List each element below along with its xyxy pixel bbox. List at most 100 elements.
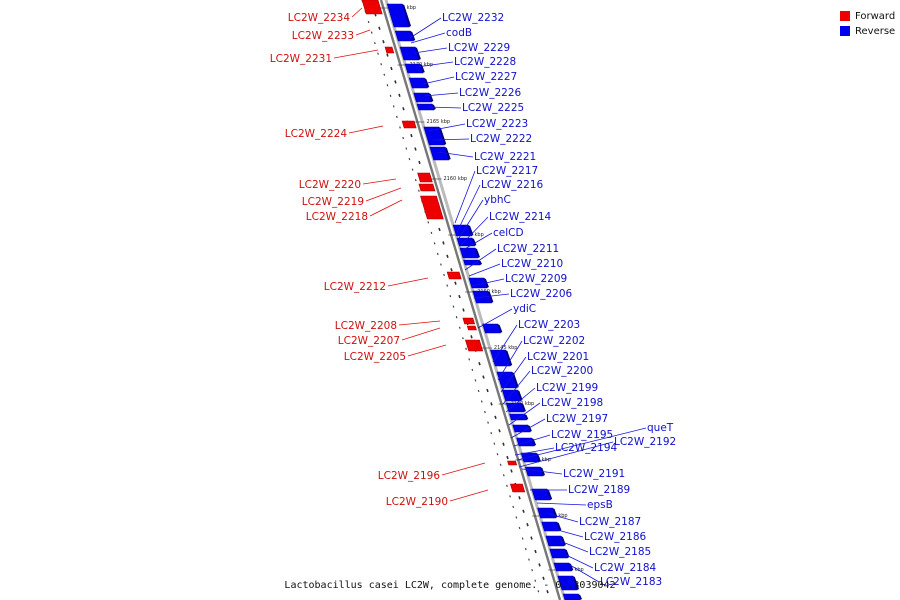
forward-label-leader	[441, 462, 486, 476]
reverse-label-leader	[456, 184, 481, 233]
forward-gene-block	[384, 46, 395, 54]
reverse-label-leader	[473, 293, 510, 299]
reverse-gene-label: LC2W_2223	[466, 118, 528, 130]
reverse-label-leader	[460, 216, 489, 246]
reverse-gene-label: LC2W_2216	[481, 179, 544, 191]
reverse-gene-label: LC2W_2189	[568, 484, 630, 496]
reverse-gene-block	[459, 247, 479, 259]
reverse-label-leader	[427, 123, 466, 132]
reverse-gene-block	[562, 593, 581, 600]
reverse-gene-label: LC2W_2221	[474, 151, 536, 163]
backbone-line	[379, 0, 562, 600]
reverse-gene-label: LC2W_2214	[489, 211, 552, 223]
reverse-gene-side	[578, 594, 582, 600]
reverse-gene-label: LC2W_2197	[546, 413, 608, 425]
reverse-gene-side	[505, 350, 513, 366]
reverse-gene-label: LC2W_2184	[594, 562, 657, 574]
forward-label-leader	[351, 7, 363, 18]
reverse-gene-label: LC2W_2200	[531, 365, 593, 377]
tick-label: 2145 kbp	[494, 345, 518, 351]
legend: Forward Reverse	[840, 11, 895, 37]
reverse-label-leader	[553, 528, 584, 538]
reverse-gene-side	[511, 372, 519, 388]
forward-label-leader	[449, 489, 489, 502]
forward-label-leader	[333, 49, 379, 59]
reverse-label-leader	[437, 151, 474, 158]
forward-gene-block	[507, 460, 518, 466]
forward-gene-block	[418, 183, 436, 192]
forward-gene-block	[462, 317, 476, 325]
reverse-label-leader	[500, 356, 527, 393]
reverse-label-leader	[536, 502, 587, 506]
reverse-gene-side	[521, 403, 526, 412]
reverse-label-leader	[464, 248, 497, 271]
genome-caption: Lactobacillus casei LC2W, complete genom…	[284, 580, 615, 591]
forward-gene-label: LC2W_2196	[378, 470, 441, 482]
reverse-gene-label: celCD	[493, 227, 524, 239]
reverse-gene-label: ybhC	[484, 194, 511, 206]
reverse-label-leader	[471, 278, 505, 287]
reverse-gene-side	[556, 522, 562, 531]
reverse-gene-block	[404, 63, 424, 74]
reverse-gene-label: LC2W_2225	[462, 102, 524, 114]
reverse-gene-label: LC2W_2222	[470, 133, 532, 145]
reverse-gene-block	[394, 30, 414, 42]
reverse-gene-side	[472, 238, 477, 246]
reverse-label-leader	[477, 308, 513, 329]
reverse-gene-side	[478, 260, 483, 265]
reverse-label-leader	[413, 47, 448, 54]
reverse-gene-label: queT	[647, 422, 674, 434]
reverse-gene-block	[520, 452, 540, 463]
forward-gene-label: LC2W_2231	[270, 53, 332, 65]
reverse-gene-label: LC2W_2183	[600, 576, 662, 588]
reverse-gene-label: LC2W_2217	[476, 165, 538, 177]
reverse-gene-side	[524, 414, 529, 420]
reverse-label-leader	[513, 434, 551, 447]
forward-label-leader	[355, 29, 371, 36]
reverse-label-leader	[423, 92, 459, 97]
gene-layer	[361, 0, 582, 600]
reverse-gene-side	[572, 576, 580, 590]
reverse-gene-label: LC2W_2209	[505, 273, 567, 285]
reverse-label-leader	[516, 427, 647, 461]
reverse-gene-block	[413, 92, 432, 103]
reverse-label-leader	[454, 170, 476, 224]
reverse-label-leader	[409, 17, 442, 39]
forward-gene-label: LC2W_2219	[302, 196, 364, 208]
forward-gene-label: LC2W_2205	[344, 351, 406, 363]
forward-gene-label: LC2W_2218	[306, 211, 368, 223]
forward-gene-label: LC2W_2207	[338, 335, 400, 347]
reverse-label-leader	[458, 199, 484, 239]
reverse-label-leader	[514, 447, 555, 456]
reverse-gene-label: LC2W_2206	[510, 288, 573, 300]
forward-gene-label: LC2W_2212	[324, 281, 386, 293]
reverse-gene-block	[545, 535, 565, 547]
tick-label: 2165 kbp	[427, 119, 451, 125]
reverse-label-leader	[502, 370, 531, 405]
reverse-gene-side	[546, 489, 553, 500]
reverse-label-leader	[510, 418, 546, 439]
reverse-label-leader	[492, 324, 518, 363]
reverse-gene-label: LC2W_2227	[455, 71, 517, 83]
reverse-label-leader	[422, 76, 455, 85]
reverse-label-leader	[518, 441, 614, 468]
reverse-gene-label: LC2W_2186	[584, 531, 647, 543]
forward-gene-label: LC2W_2234	[288, 12, 351, 24]
reverse-gene-side	[474, 248, 480, 258]
legend-label-reverse: Reverse	[855, 26, 895, 37]
reverse-gene-label: LC2W_2198	[541, 397, 603, 409]
reverse-gene-label: epsB	[587, 499, 613, 511]
reverse-label-leader	[432, 138, 470, 141]
reverse-label-leader	[565, 554, 594, 569]
reverse-gene-label: ydiC	[513, 303, 536, 315]
label-layer: LC2W_2232 codB LC2W_2229 LC2W_2228 LC2W_2227…	[270, 7, 676, 588]
reverse-gene-label: LC2W_2203	[518, 319, 580, 331]
reverse-label-leader	[427, 106, 462, 109]
forward-label-leader	[369, 199, 403, 217]
legend-swatch-forward	[840, 11, 850, 21]
reverse-label-leader	[462, 232, 493, 251]
reverse-label-leader	[416, 61, 454, 68]
reverse-label-leader	[505, 387, 536, 413]
reverse-gene-label: LC2W_2192	[614, 436, 676, 448]
